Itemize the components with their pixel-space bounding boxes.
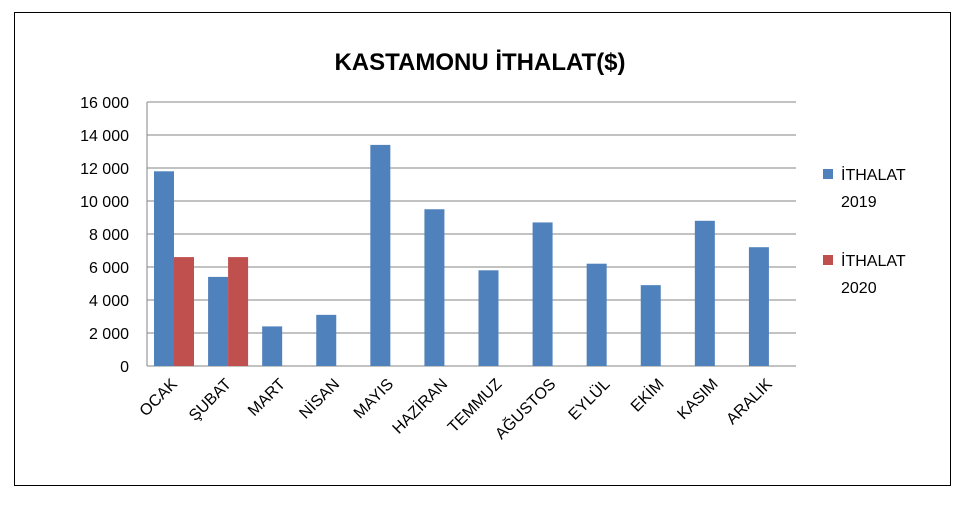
bar-2019-8 [586, 263, 607, 366]
legend-label: 2019 [841, 194, 877, 211]
bar-2019-5 [424, 209, 445, 366]
bar-2020-1 [228, 257, 249, 366]
legend-label: 2020 [841, 280, 877, 297]
bar-2019-0 [154, 171, 174, 366]
legend: İTHALAT 2019 İTHALAT 2020 [823, 165, 906, 297]
x-tick-label: NİSAN [295, 374, 343, 422]
y-tick-label: 2 000 [89, 326, 129, 343]
x-axis-ticks: OCAK ŞUBAT MART NİSAN MAYISHAZİRANTEMMUZAĞUS… [137, 374, 776, 443]
y-tick-label: 14 000 [80, 128, 129, 145]
x-tick-label: OCAK [137, 376, 181, 420]
bar-2019-4 [370, 144, 391, 366]
legend-swatch [823, 169, 833, 179]
bar-2019-10 [694, 220, 715, 366]
y-tick-label: 10 000 [80, 194, 129, 211]
bar-2019-11 [748, 247, 769, 366]
bar-2019-3 [316, 314, 337, 366]
bar-2019-7 [532, 222, 553, 366]
x-tick-label: KASIM [674, 376, 721, 423]
y-tick-label: 4 000 [89, 293, 129, 310]
bar-2019-1 [208, 276, 229, 366]
y-tick-label: 6 000 [89, 260, 129, 277]
y-tick-label: 0 [120, 359, 129, 376]
x-tick-label: MAYIS [351, 376, 397, 422]
bar-2019-6 [478, 270, 499, 366]
x-tick-label: ŞUBAT [186, 376, 235, 425]
x-tick-label: EYLÜL [565, 375, 614, 424]
legend-label: İTHALAT [841, 165, 906, 184]
y-axis-ticks: 0 2 000 4 000 6 000 8 000 10 000 12 000 14 000 1… [80, 95, 129, 376]
bars [154, 144, 769, 366]
x-tick-label: HAZİRAN [388, 374, 451, 437]
y-tick-label: 16 000 [80, 95, 129, 112]
x-tick-label: MART [245, 376, 289, 420]
bar-2020-0 [174, 257, 194, 366]
y-tick-label: 12 000 [80, 161, 129, 178]
x-tick-label: EKİM [626, 374, 667, 415]
legend-swatch [823, 255, 833, 265]
legend-label: İTHALAT [841, 251, 906, 270]
gridlines [146, 101, 796, 367]
x-tick-label: ARALIK [723, 376, 775, 428]
y-tick-label: 8 000 [89, 227, 129, 244]
chart-title: KASTAMONU İTHALAT($) [334, 49, 625, 76]
bar-2019-2 [262, 326, 283, 366]
bar-2019-9 [640, 285, 661, 366]
